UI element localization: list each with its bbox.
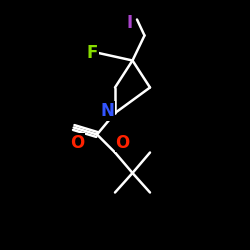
Text: O: O [116, 134, 130, 152]
Text: I: I [127, 14, 133, 32]
Text: F: F [87, 44, 98, 62]
Text: N: N [100, 102, 114, 120]
Text: O: O [70, 134, 85, 152]
